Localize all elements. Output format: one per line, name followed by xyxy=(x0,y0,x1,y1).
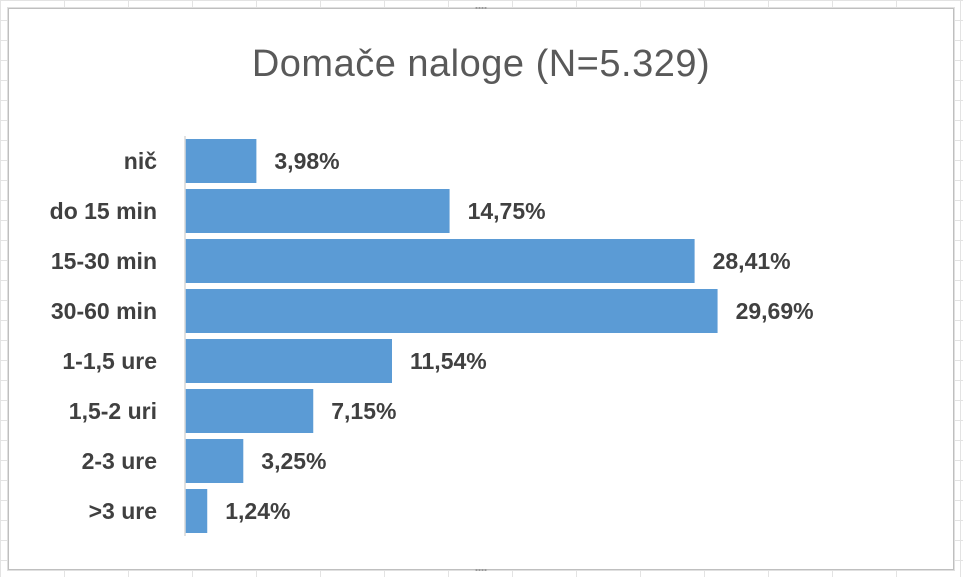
data-labels: 3,98% 14,75% 28,41% 29,69% 11,54% 7,15%3,25% 1… xyxy=(225,148,813,524)
category-label: do 15 min xyxy=(50,198,157,224)
data-label: 11,54% xyxy=(410,348,487,374)
chart-area[interactable]: Domače naloge (N=5.329) nič do 15 min 15-3… xyxy=(8,6,954,572)
bar-plot: nič do 15 min 15-30 min 30-60 min 1-1,5 ure 1… xyxy=(50,136,814,536)
data-label: 28,41% xyxy=(713,248,791,274)
category-label: 1-1,5 ure xyxy=(62,348,157,374)
bar[interactable] xyxy=(185,189,450,233)
chart-title: Domače naloge (N=5.329) xyxy=(251,43,711,85)
category-labels: nič do 15 min 15-30 min 30-60 min 1-1,5 ure 1… xyxy=(50,148,158,524)
category-label: 2-3 ure xyxy=(82,448,157,474)
bar[interactable] xyxy=(185,139,257,183)
category-label: 1,5-2 uri xyxy=(69,398,157,424)
bar[interactable] xyxy=(185,239,695,283)
bar[interactable] xyxy=(185,439,244,483)
data-label: 29,69% xyxy=(736,298,814,324)
category-label: 15-30 min xyxy=(51,248,157,274)
bar[interactable] xyxy=(185,389,314,433)
category-label: nič xyxy=(124,148,157,174)
bar[interactable] xyxy=(185,489,208,533)
data-label: 14,75% xyxy=(468,198,546,224)
bar[interactable] xyxy=(185,339,392,383)
resize-handle-bottom[interactable] xyxy=(475,568,487,572)
data-label: 7,15% xyxy=(331,398,396,424)
bar[interactable] xyxy=(185,289,718,333)
category-label: 30-60 min xyxy=(51,298,157,324)
data-label: 3,98% xyxy=(274,148,339,174)
category-label: >3 ure xyxy=(89,498,157,524)
data-label: 1,24% xyxy=(225,498,290,524)
bars xyxy=(185,139,718,533)
resize-handle-top[interactable] xyxy=(475,6,487,10)
data-label: 3,25% xyxy=(261,448,326,474)
